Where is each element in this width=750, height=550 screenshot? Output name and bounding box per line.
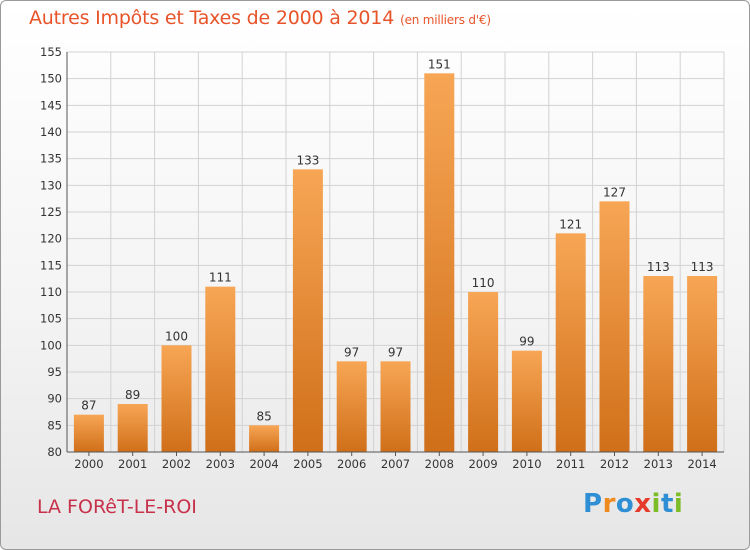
bar-value-label: 113 — [691, 260, 714, 274]
x-tick-label: 2007 — [381, 457, 410, 471]
x-tick-label: 2001 — [118, 457, 147, 471]
x-tick-label: 2003 — [206, 457, 235, 471]
y-tick-label: 120 — [40, 232, 62, 246]
bar-value-label: 97 — [388, 345, 403, 359]
bar-value-label: 100 — [165, 329, 188, 343]
y-tick-label: 100 — [40, 338, 62, 352]
title-text: Autres Impôts et Taxes de 2000 à 2014 — [29, 7, 395, 29]
bar-value-label: 85 — [256, 409, 271, 423]
x-tick-label: 2009 — [468, 457, 497, 471]
commune-name: LA FORêT-LE-ROI — [37, 496, 197, 518]
y-tick-label: 140 — [40, 125, 62, 139]
bar-2000 — [73, 414, 104, 452]
x-tick-label: 2005 — [293, 457, 322, 471]
logo-letter: i — [651, 489, 661, 519]
logo-letter: i — [673, 489, 684, 519]
bar-2006 — [336, 361, 367, 452]
bar-value-label: 87 — [81, 399, 96, 413]
logo-letter: t — [660, 489, 674, 519]
bar-value-label: 99 — [519, 335, 534, 349]
x-tick-label: 2006 — [337, 457, 366, 471]
bar-2003 — [205, 286, 236, 452]
bar-2005 — [292, 169, 323, 453]
x-tick-label: 2014 — [687, 457, 716, 471]
y-tick-label: 130 — [40, 178, 62, 192]
axes: 80 85 90 95 100 105 110 115 120 125 130 135 140 145 15… — [40, 45, 724, 471]
x-tick-label: 2010 — [512, 457, 541, 471]
x-tick-label: 2000 — [74, 457, 103, 471]
bar-value-label: 111 — [209, 271, 232, 285]
bar-value-label: 121 — [559, 217, 582, 231]
bar-2007 — [380, 361, 411, 452]
x-tick-label: 2008 — [425, 457, 454, 471]
y-tick-label: 90 — [47, 392, 62, 406]
title-unit: (en milliers d'€) — [400, 13, 491, 27]
bar-value-label: 113 — [647, 260, 670, 274]
chart-title: Autres Impôts et Taxes de 2000 à 2014 (en… — [29, 7, 491, 29]
y-tick-label: 80 — [47, 445, 62, 459]
logo-letter: o — [615, 489, 635, 519]
logo-letter: r — [602, 489, 616, 519]
y-tick-label: 105 — [40, 312, 62, 326]
proxiti-logo[interactable]: Proxiti — [583, 489, 683, 519]
bar-2013 — [643, 276, 674, 452]
y-tick-label: 95 — [47, 365, 62, 379]
x-tick-label: 2004 — [249, 457, 278, 471]
bar-2001 — [117, 404, 148, 452]
bar-2004 — [249, 425, 280, 452]
bar-2011 — [555, 233, 586, 452]
bars: 87 89 100 111 85 133 97 97 151 110 99 121 127 113 113 — [73, 57, 718, 453]
bar-2008 — [424, 73, 455, 452]
y-tick-label: 115 — [40, 258, 62, 272]
bar-value-label: 151 — [428, 57, 451, 71]
bar-value-label: 110 — [472, 276, 495, 290]
y-tick-label: 145 — [40, 98, 62, 112]
bar-2010 — [511, 350, 542, 452]
bar-value-label: 97 — [344, 345, 359, 359]
bar-2014 — [687, 276, 718, 452]
y-tick-label: 85 — [47, 418, 62, 432]
bar-2002 — [161, 345, 192, 452]
x-tick-label: 2012 — [600, 457, 629, 471]
x-tick-label: 2013 — [644, 457, 673, 471]
bar-value-label: 133 — [296, 153, 319, 167]
logo-letter: x — [634, 489, 652, 519]
x-tick-label: 2002 — [162, 457, 191, 471]
y-tick-label: 150 — [40, 72, 62, 86]
y-tick-label: 125 — [40, 205, 62, 219]
y-tick-label: 135 — [40, 152, 62, 166]
bar-value-label: 89 — [125, 388, 140, 402]
bar-value-label: 127 — [603, 185, 626, 199]
y-tick-label: 110 — [40, 285, 62, 299]
logo-letter: P — [583, 489, 603, 519]
y-tick-label: 155 — [40, 45, 62, 59]
bar-2009 — [468, 292, 499, 452]
x-tick-label: 2011 — [556, 457, 585, 471]
bar-2012 — [599, 201, 630, 452]
